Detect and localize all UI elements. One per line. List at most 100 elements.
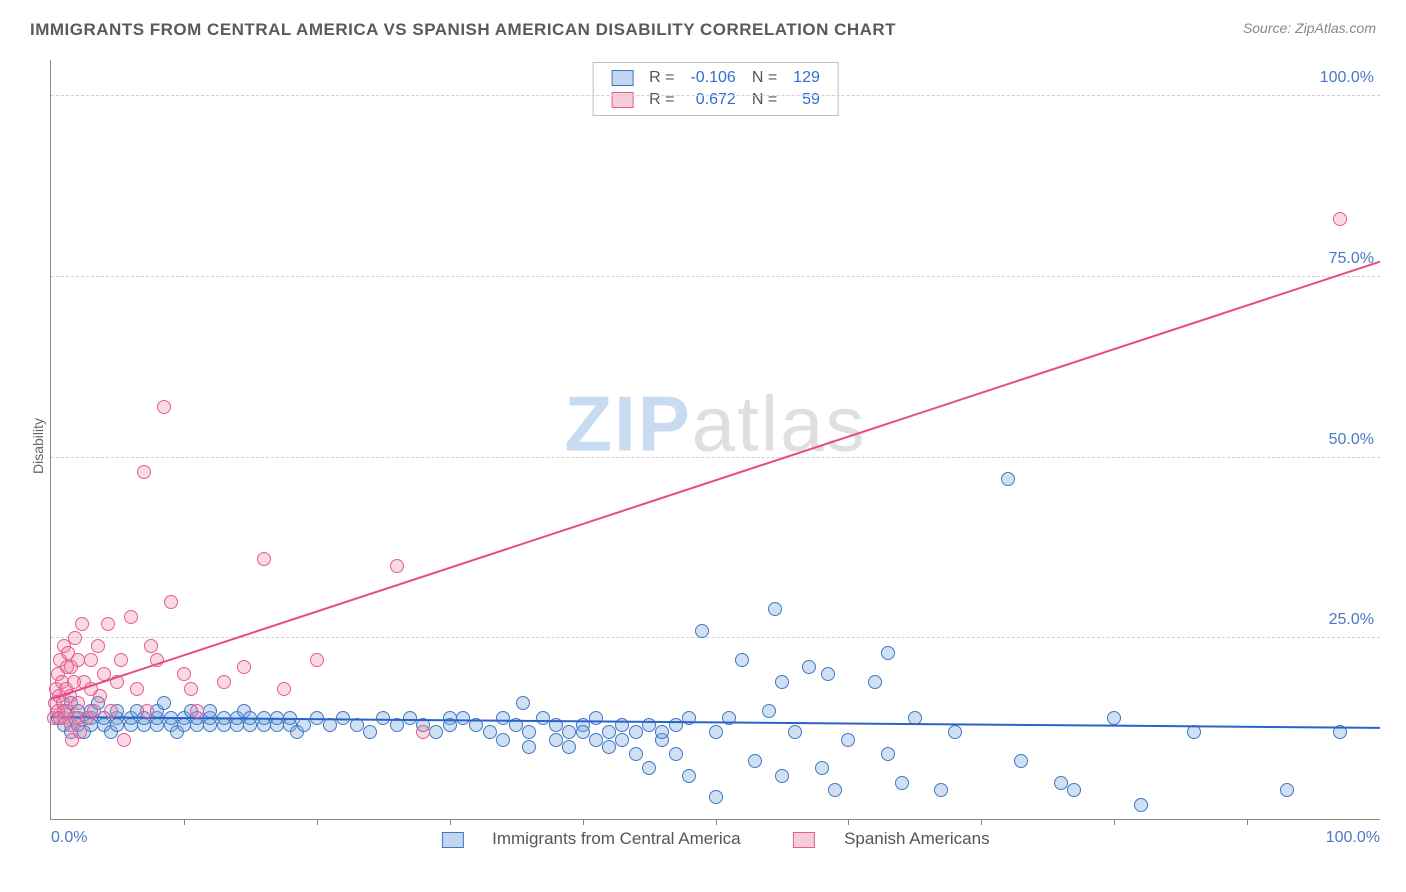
x-axis-max-label: 100.0% [1326, 829, 1380, 847]
data-point [177, 667, 191, 681]
data-point [184, 682, 198, 696]
data-point [456, 711, 470, 725]
data-point [629, 747, 643, 761]
series-legend: Immigrants from Central America Spanish … [417, 829, 1013, 849]
data-point [868, 675, 882, 689]
data-point [130, 682, 144, 696]
x-tick-mark [450, 819, 451, 825]
data-point [821, 667, 835, 681]
data-point [416, 725, 430, 739]
data-point [881, 646, 895, 660]
data-point [114, 653, 128, 667]
data-point [257, 552, 271, 566]
data-point [1107, 711, 1121, 725]
trend-line [51, 260, 1381, 699]
data-point [748, 754, 762, 768]
data-point [429, 725, 443, 739]
data-point [87, 704, 101, 718]
data-point [496, 711, 510, 725]
data-point [483, 725, 497, 739]
x-axis-min-label: 0.0% [51, 829, 87, 847]
data-point [91, 639, 105, 653]
data-point [496, 733, 510, 747]
data-point [101, 617, 115, 631]
y-tick-label: 100.0% [1320, 69, 1374, 87]
correlation-legend: R = -0.106 N = 129 R = 0.672 N = 59 [592, 62, 839, 116]
x-tick-mark [184, 819, 185, 825]
data-point [589, 711, 603, 725]
data-point [237, 660, 251, 674]
data-point [589, 733, 603, 747]
data-point [124, 610, 138, 624]
gridline [51, 95, 1380, 96]
data-point [1333, 212, 1347, 226]
chart-title: IMMIGRANTS FROM CENTRAL AMERICA VS SPANI… [30, 20, 896, 40]
data-point [549, 733, 563, 747]
data-point [655, 725, 669, 739]
data-point [669, 747, 683, 761]
data-point [841, 733, 855, 747]
data-point [104, 704, 118, 718]
data-point [709, 725, 723, 739]
data-point [164, 595, 178, 609]
swatch-blue-icon [611, 70, 633, 86]
data-point [948, 725, 962, 739]
data-point [1067, 783, 1081, 797]
data-point [775, 675, 789, 689]
gridline [51, 637, 1380, 638]
x-tick-mark [317, 819, 318, 825]
data-point [84, 653, 98, 667]
data-point [157, 696, 171, 710]
data-point [71, 653, 85, 667]
data-point [310, 653, 324, 667]
swatch-blue-icon [441, 832, 463, 848]
data-point [1280, 783, 1294, 797]
data-point [390, 559, 404, 573]
data-point [695, 624, 709, 638]
data-point [735, 653, 749, 667]
swatch-pink-icon [611, 92, 633, 108]
data-point [828, 783, 842, 797]
data-point [562, 740, 576, 754]
data-point [177, 718, 191, 732]
data-point [73, 725, 87, 739]
data-point [1001, 472, 1015, 486]
source-citation: Source: ZipAtlas.com [1243, 20, 1376, 36]
x-tick-mark [583, 819, 584, 825]
legend-row-blue: R = -0.106 N = 129 [603, 67, 828, 89]
scatter-plot: ZIPatlas R = -0.106 N = 129 R = 0.672 N … [50, 60, 1380, 820]
data-point [363, 725, 377, 739]
x-tick-mark [716, 819, 717, 825]
data-point [768, 602, 782, 616]
data-point [642, 761, 656, 775]
data-point [68, 631, 82, 645]
data-point [71, 696, 85, 710]
data-point [110, 718, 124, 732]
data-point [682, 769, 696, 783]
data-point [144, 639, 158, 653]
data-point [615, 733, 629, 747]
data-point [117, 733, 131, 747]
data-point [602, 725, 616, 739]
data-point [629, 725, 643, 739]
data-point [157, 400, 171, 414]
data-point [190, 704, 204, 718]
data-point [562, 725, 576, 739]
data-point [602, 740, 616, 754]
data-point [788, 725, 802, 739]
data-point [802, 660, 816, 674]
data-point [522, 740, 536, 754]
x-tick-mark [1247, 819, 1248, 825]
data-point [775, 769, 789, 783]
y-tick-label: 25.0% [1329, 611, 1374, 629]
data-point [536, 711, 550, 725]
data-point [297, 718, 311, 732]
data-point [895, 776, 909, 790]
data-point [1134, 798, 1148, 812]
data-point [934, 783, 948, 797]
gridline [51, 457, 1380, 458]
data-point [75, 617, 89, 631]
data-point [93, 689, 107, 703]
data-point [203, 704, 217, 718]
data-point [1014, 754, 1028, 768]
